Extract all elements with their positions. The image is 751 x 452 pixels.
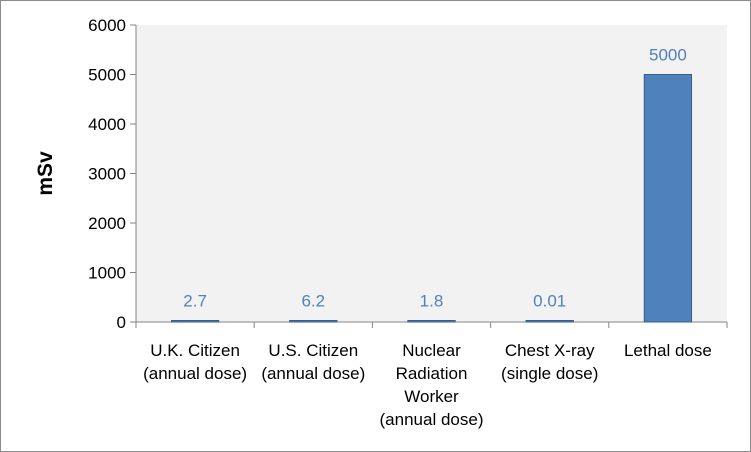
data-label: 6.2: [301, 292, 325, 311]
data-label: 1.8: [420, 292, 444, 311]
y-tick-label: 4000: [88, 115, 126, 134]
bar-group: [170, 74, 693, 323]
plot-area: [136, 25, 727, 322]
x-tick-label-line: (annual dose): [380, 410, 484, 429]
x-tick-label-line: (annual dose): [261, 364, 365, 383]
bar: [170, 320, 220, 323]
x-tick-label-line: U.S. Citizen: [268, 341, 358, 360]
x-tick-label: Chest X-ray (single dose): [501, 341, 598, 383]
x-tick-label-line: (single dose): [501, 364, 598, 383]
y-tick-label: 0: [117, 313, 126, 332]
data-label: 0.01: [533, 292, 566, 311]
y-tick-label: 2000: [88, 214, 126, 233]
x-tick-label-line: Worker: [404, 387, 459, 406]
data-label: 2.7: [183, 292, 207, 311]
y-tick-label: 5000: [88, 66, 126, 85]
x-tick-label-line: Lethal dose: [624, 341, 712, 360]
x-tick-label-line: U.K. Citizen: [150, 341, 240, 360]
x-tick-label-line: (annual dose): [143, 364, 247, 383]
x-tick-label: Lethal dose: [624, 341, 712, 360]
data-label-group: 2.7 6.2 1.8 0.01 5000: [183, 46, 687, 311]
x-tick-label-line: Radiation: [396, 364, 468, 383]
y-tick-label: 1000: [88, 264, 126, 283]
x-tick-label-line: Chest X-ray: [505, 341, 595, 360]
category-label-group: U.K. Citizen (annual dose) U.S. Citizen (an…: [143, 341, 712, 429]
x-tick-label: Nuclear Radiation Worker (annual dose): [380, 341, 484, 429]
x-tick-label: U.K. Citizen (annual dose): [143, 341, 247, 383]
y-axis-title: mSv: [34, 151, 57, 196]
y-axis: 0 1000 2000 3000 4000 5000 6000: [88, 16, 137, 332]
y-tick-label: 3000: [88, 165, 126, 184]
bar: [407, 320, 456, 323]
bar: [643, 74, 693, 323]
x-axis: [135, 321, 728, 328]
x-tick-label-line: Nuclear: [402, 341, 461, 360]
bar: [525, 320, 574, 323]
data-label: 5000: [649, 46, 687, 65]
y-tick-label: 6000: [88, 16, 126, 35]
x-tick-label: U.S. Citizen (annual dose): [261, 341, 365, 383]
bar: [289, 320, 338, 323]
